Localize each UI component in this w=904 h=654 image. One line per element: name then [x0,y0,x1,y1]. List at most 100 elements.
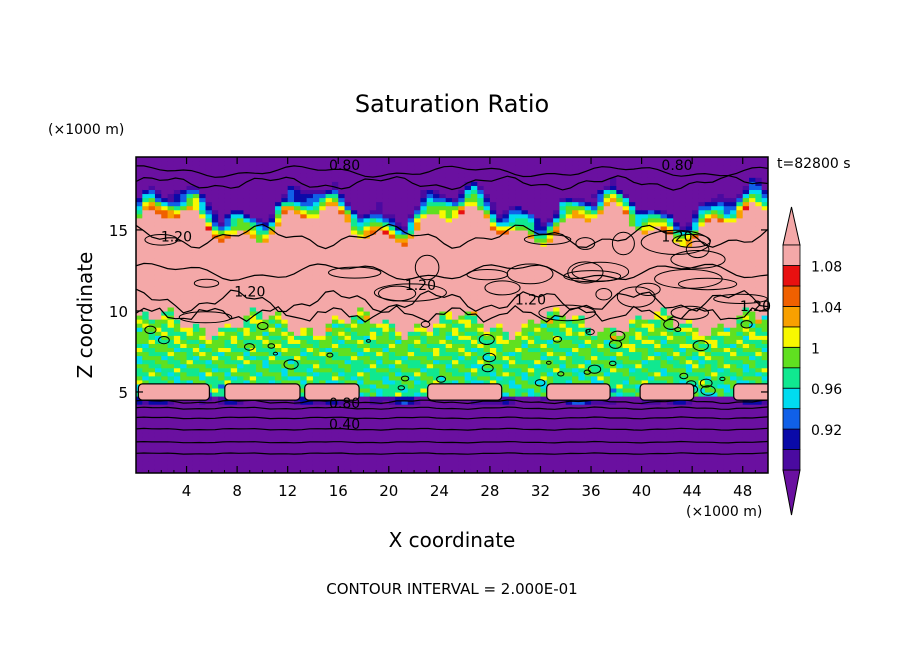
field-cell [205,436,213,442]
field-cell [287,404,295,409]
field-cell [268,177,276,182]
field-cell [237,193,245,199]
field-cell [325,400,333,405]
field-cell [477,225,485,231]
field-cell [445,310,453,316]
field-cell [527,379,535,385]
field-cell [161,416,169,421]
field-cell [382,246,390,251]
field-cell [325,347,333,353]
field-cell [395,468,403,473]
field-cell [211,242,219,247]
field-cell [515,193,523,199]
field-cell [262,282,270,288]
field-cell [508,185,516,191]
field-cell [458,233,466,239]
field-cell [230,193,238,199]
field-cell [407,233,415,239]
field-cell [426,233,434,239]
field-cell [281,327,289,332]
field-cell [331,335,339,340]
field-cell [287,420,295,425]
field-cell [458,310,466,316]
field-cell [477,238,485,243]
field-cell [496,424,504,430]
field-cell [407,464,415,470]
field-cell [426,327,434,332]
field-cell [180,201,188,207]
field-cell [142,404,150,409]
field-cell [173,444,181,450]
field-cell [395,351,403,357]
field-cell [331,327,339,332]
field-cell [281,436,289,442]
field-cell [527,221,535,227]
field-cell [199,444,207,450]
field-cell [502,225,510,231]
field-cell [350,412,358,417]
field-cell [376,169,384,174]
field-cell [167,229,175,235]
field-cell [268,323,276,328]
field-cell [224,343,232,349]
field-cell [414,286,421,292]
field-cell [192,351,200,357]
field-cell [148,339,156,344]
field-cell [180,363,188,369]
field-cell [154,250,162,255]
field-cell [508,233,516,239]
field-cell [508,371,516,377]
field-cell [180,420,188,425]
field-cell [142,355,150,361]
field-cell [527,185,535,191]
field-cell [439,282,447,288]
field-cell [350,452,358,458]
field-cell [211,432,219,438]
field-cell [142,157,150,162]
field-cell [369,189,377,195]
field-cell [319,286,327,292]
field-cell [256,464,263,470]
field-cell [243,452,251,458]
field-cell [369,238,377,243]
field-cell [420,225,428,231]
field-cell [142,302,150,308]
field-cell [426,274,434,280]
field-cell [388,193,396,199]
field-cell [256,229,263,235]
field-cell [142,335,150,340]
field-cell [205,205,213,211]
field-cell [154,193,162,199]
field-cell [433,355,440,361]
field-cell [426,432,434,438]
field-cell [180,456,188,462]
field-cell [192,242,200,247]
field-cell [433,217,440,223]
field-cell [439,205,447,211]
field-cell [489,408,497,413]
field-cell [148,335,156,340]
field-cell [268,262,276,267]
field-cell [319,339,327,344]
field-cell [534,161,542,166]
field-cell [167,343,175,349]
field-cell [161,286,169,292]
field-cell [382,379,390,385]
field-cell [395,456,403,462]
field-cell [306,274,314,280]
field-cell [420,205,428,211]
field-cell [382,331,390,336]
field-cell [205,262,213,267]
field-cell [338,355,346,361]
field-cell [243,323,251,328]
field-cell [262,225,270,231]
field-cell [433,209,440,215]
field-cell [376,428,384,434]
field-cell [344,319,352,324]
field-cell [218,391,226,397]
field-cell [173,460,181,466]
field-cell [344,274,352,280]
field-cell [496,379,504,385]
field-cell [433,177,440,182]
field-cell [407,169,415,174]
